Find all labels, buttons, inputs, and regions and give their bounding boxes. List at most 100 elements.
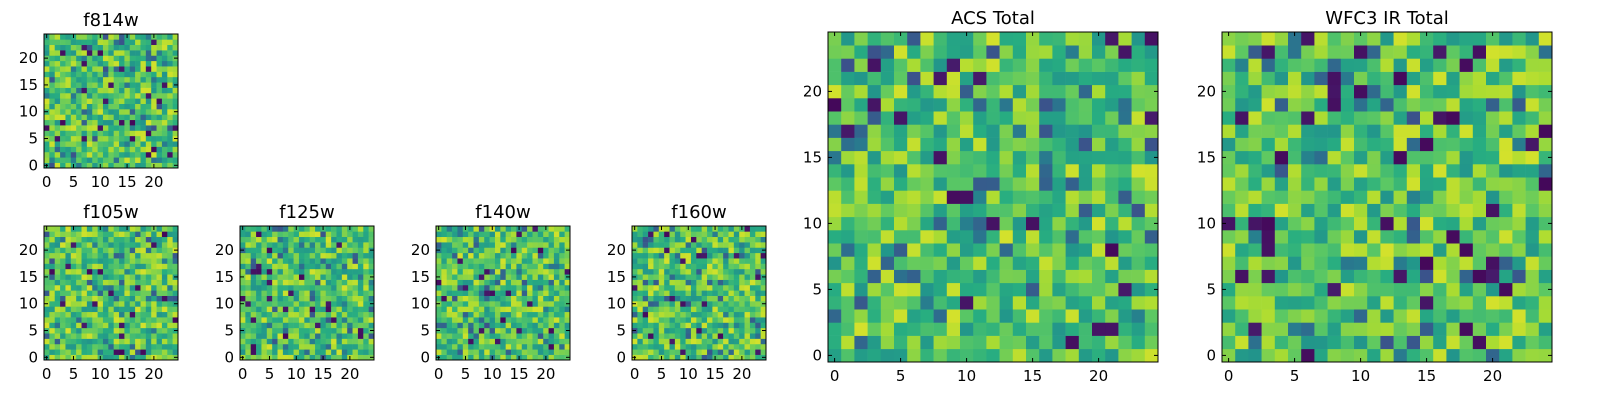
heatmap-cell <box>1327 111 1342 125</box>
heatmap-cell <box>140 66 147 72</box>
heatmap-cell <box>1512 32 1526 46</box>
heatmap-cell <box>1065 124 1080 138</box>
heatmap-cell <box>516 279 523 286</box>
heatmap-cell <box>1393 58 1408 72</box>
heatmap-cell <box>145 109 152 115</box>
heatmap-cell <box>161 162 168 169</box>
heatmap-cell <box>129 242 136 248</box>
heatmap-cell <box>282 284 289 291</box>
heatmap-cell <box>548 252 555 259</box>
heatmap-cell <box>161 306 168 313</box>
heatmap-cell <box>1512 296 1526 310</box>
heatmap-cell <box>102 247 109 254</box>
heatmap-cell <box>167 130 173 137</box>
heatmap-cell <box>70 55 77 62</box>
heatmap-cell <box>946 296 961 310</box>
heatmap-cell <box>960 111 974 125</box>
heatmap-cell <box>723 295 729 302</box>
heatmap-cell <box>728 231 735 238</box>
heatmap-cell <box>553 306 560 313</box>
heatmap-cell <box>728 322 735 329</box>
heatmap-cell <box>1222 190 1236 204</box>
heatmap-cell <box>457 322 464 329</box>
heatmap-cell <box>1314 296 1328 310</box>
heatmap-cell <box>685 333 692 339</box>
heatmap-cell <box>1340 309 1355 323</box>
heatmap-cell <box>108 157 114 163</box>
heatmap-cell <box>167 295 173 302</box>
heatmap-cell <box>680 333 686 339</box>
heatmap-cell <box>521 290 528 296</box>
heatmap-cell <box>960 124 974 138</box>
heatmap-cell <box>81 268 88 275</box>
heatmap-cell <box>1367 45 1381 59</box>
heatmap-cell <box>1301 243 1315 257</box>
heatmap-cell <box>250 226 257 232</box>
heatmap-cell <box>81 226 88 232</box>
heatmap-cell <box>707 343 713 350</box>
heatmap-cell <box>1052 98 1066 112</box>
heatmap-cell <box>1248 111 1262 125</box>
heatmap-cell <box>1314 243 1328 257</box>
heatmap-cell <box>92 119 98 126</box>
heatmap-cell <box>102 252 109 259</box>
heatmap-cell <box>1406 137 1421 152</box>
heatmap-cell <box>1380 282 1394 297</box>
heatmap-cell <box>49 247 56 254</box>
heatmap-cell <box>452 284 458 291</box>
heatmap-cell <box>135 82 141 88</box>
heatmap-cell <box>1367 309 1381 323</box>
heatmap-cell <box>70 98 77 104</box>
heatmap-cell <box>739 284 745 291</box>
heatmap-cell <box>161 274 168 280</box>
heatmap-cell <box>446 236 453 243</box>
heatmap-cell <box>97 92 104 99</box>
heatmap-cell <box>1486 124 1500 138</box>
heatmap-cell <box>658 322 665 329</box>
heatmap-cell <box>559 268 565 275</box>
heatmap-cell <box>288 236 294 243</box>
heatmap-cell <box>102 284 109 291</box>
heatmap-cell <box>505 258 512 264</box>
heatmap-cell <box>632 317 638 323</box>
heatmap-cell <box>113 98 120 104</box>
x-tick-label: 10 <box>483 365 502 383</box>
heatmap-cell <box>690 258 697 264</box>
heatmap-cell <box>1367 230 1381 244</box>
heatmap-cell <box>1144 98 1159 112</box>
heatmap-cell <box>1274 216 1289 231</box>
heatmap-cell <box>277 263 284 270</box>
heatmap-cell <box>97 103 104 110</box>
heatmap-cell <box>452 226 458 232</box>
heatmap-cell <box>1512 177 1526 191</box>
heatmap-cell <box>436 295 442 302</box>
heatmap-cell <box>1274 348 1289 363</box>
heatmap-cell <box>108 247 114 254</box>
heatmap-cell <box>245 236 252 243</box>
heatmap-cell <box>60 76 66 83</box>
heatmap-cell <box>1420 309 1434 323</box>
heatmap-cell <box>690 236 697 243</box>
heatmap-cell <box>293 242 300 248</box>
heatmap-cell <box>54 50 61 56</box>
heatmap-cell <box>129 327 136 334</box>
heatmap-cell <box>124 236 131 243</box>
heatmap-cell <box>54 109 61 115</box>
heatmap-cell <box>478 252 485 259</box>
heatmap-cell <box>674 236 681 243</box>
heatmap-cell <box>70 125 77 131</box>
heatmap-cell <box>1314 322 1328 336</box>
heatmap-cell <box>1538 111 1553 125</box>
heatmap-cell <box>282 317 289 323</box>
heatmap-cell <box>1144 137 1159 152</box>
heatmap-cell <box>86 109 93 115</box>
heatmap-cell <box>484 231 490 238</box>
heatmap-cell <box>1144 164 1159 178</box>
heatmap-cell <box>1052 190 1066 204</box>
heatmap-cell <box>293 306 300 313</box>
heatmap-cell <box>1340 164 1355 178</box>
heatmap-cell <box>1092 335 1106 350</box>
heatmap-cell <box>527 258 533 264</box>
heatmap-cell <box>674 333 681 339</box>
heatmap-cell <box>352 338 359 345</box>
